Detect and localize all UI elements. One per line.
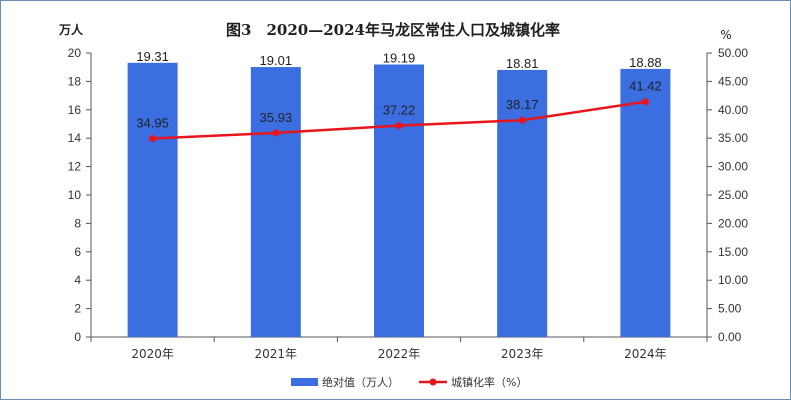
right-tick-label: 0.00 [718, 330, 742, 344]
bar [127, 62, 178, 337]
line-point [395, 122, 403, 130]
bar-value-label: 18.88 [629, 55, 662, 70]
legend: 绝对值（万人） 城镇化率（%） [291, 375, 527, 389]
right-tick-label: 20.00 [718, 216, 748, 230]
left-tick-label: 12 [68, 160, 82, 174]
right-tick-label: 35.00 [718, 131, 748, 145]
x-tick-label: 2023年 [501, 347, 544, 361]
left-tick-label: 2 [74, 302, 81, 316]
plot-area: 0 2 4 6 8 10 12 14 16 18 20 0.00 5.00 10.00 15.00 20.00… [68, 46, 749, 361]
bar-value-label: 19.01 [260, 53, 293, 68]
bar [497, 69, 548, 337]
x-tick-label: 2021年 [255, 347, 298, 361]
right-tick-label: 5.00 [718, 302, 742, 316]
right-tick-label: 50.00 [718, 46, 748, 60]
left-tick-label: 8 [74, 216, 81, 230]
x-tick-label: 2024年 [624, 347, 667, 361]
bar [374, 64, 424, 337]
bar-value-label: 19.31 [136, 49, 169, 64]
right-tick-label: 40.00 [718, 103, 748, 117]
left-tick-label: 6 [74, 245, 81, 259]
right-tick-label: 15.00 [718, 245, 748, 259]
right-axis-unit: % [720, 28, 731, 42]
legend-label-line: 城镇化率（%） [451, 375, 527, 389]
x-tick-label: 2022年 [378, 347, 421, 361]
left-tick-label: 16 [68, 103, 82, 117]
x-tick-label: 2020年 [131, 347, 174, 361]
legend-swatch-bar [291, 378, 318, 386]
line-point [641, 98, 649, 106]
legend-swatch-marker [429, 378, 437, 386]
line-point [272, 129, 280, 137]
left-tick-label: 14 [68, 131, 82, 145]
left-tick-label: 10 [68, 188, 82, 202]
line-value-label: 34.95 [136, 115, 169, 130]
line-value-label: 37.22 [383, 103, 416, 118]
legend-label-bar: 绝对值（万人） [322, 375, 399, 389]
left-tick-label: 18 [68, 74, 82, 88]
bar-value-label: 19.19 [383, 51, 416, 66]
left-tick-label: 20 [68, 46, 82, 60]
left-tick-label: 4 [74, 273, 81, 287]
bar [250, 67, 301, 338]
left-axis-unit: 万人 [58, 22, 84, 37]
bar-value-label: 18.81 [506, 56, 539, 71]
left-tick-label: 0 [74, 330, 81, 344]
right-tick-label: 10.00 [718, 273, 748, 287]
line-value-label: 38.17 [506, 97, 539, 112]
line-value-label: 41.42 [629, 79, 662, 94]
chart-title: 图3 2020—2024年马龙区常住人口及城镇化率 [226, 21, 560, 39]
right-tick-label: 30.00 [718, 160, 748, 174]
line-point [518, 116, 526, 124]
right-tick-label: 45.00 [718, 74, 748, 88]
right-tick-label: 25.00 [718, 188, 748, 202]
line-value-label: 35.93 [260, 110, 293, 125]
bar [620, 68, 671, 338]
line-point [149, 134, 157, 142]
